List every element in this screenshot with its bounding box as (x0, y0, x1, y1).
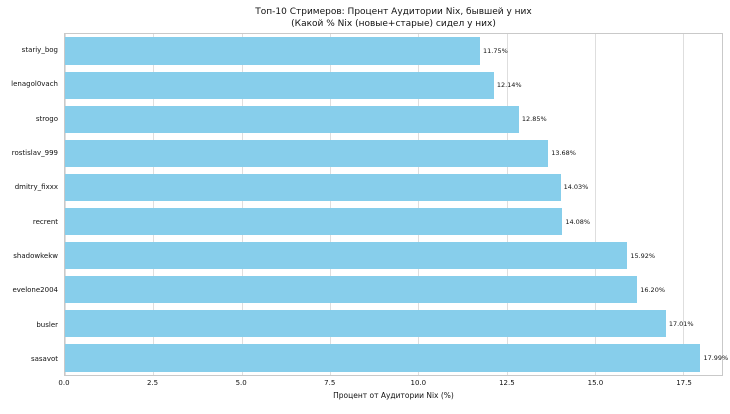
bar-strogo (65, 105, 519, 133)
x-tick-label: 0.0 (58, 379, 70, 387)
bar-value-label: 17.01% (668, 319, 694, 328)
bar-row: 17.99% (65, 341, 728, 375)
x-axis-label: Процент от Аудитории Nix (%) (333, 391, 454, 400)
bar-row: 14.03% (65, 170, 722, 204)
y-tick-label: sasavot (30, 354, 58, 363)
gridline (329, 34, 331, 375)
bar-value-label: 13.68% (551, 149, 576, 158)
x-axis-ticks: 0.0 2.5 5.0 7.5 10.0 12.5 15.0 17.5 (58, 379, 723, 389)
bar-series: 11.75% 12.14% 12.85% 13.68% 14.03% 14.08% 15.9… (65, 34, 728, 375)
gridline (241, 34, 243, 375)
y-tick-label: shadowkekw (13, 251, 58, 260)
gridlines (65, 34, 722, 375)
x-tick-label: 5.0 (235, 379, 247, 387)
bar-row: 17.01% (65, 307, 722, 341)
bar-busler (65, 310, 666, 338)
gridline (683, 34, 685, 375)
bar-stariy_bog (65, 37, 481, 65)
x-tick-label: 17.5 (676, 379, 692, 387)
bar-shadowkekw (65, 241, 628, 270)
x-tick-label: 2.5 (146, 379, 159, 387)
y-tick-label: stariy_bog (21, 46, 58, 55)
bar-value-label: 17.99% (703, 353, 729, 362)
y-tick-label: recrent (32, 217, 58, 226)
chart-subtitle: (Какой % Nix (новые+старые) сидел у них) (291, 19, 496, 29)
bar-evelone2004 (65, 276, 638, 304)
gridline (594, 34, 596, 375)
bar-lenagol0vach (65, 71, 494, 99)
x-tick-label: 12.5 (499, 379, 515, 387)
bar-dmitry_fixxx (65, 173, 561, 202)
x-tick-label: 15.0 (587, 379, 604, 387)
bar-recrent (65, 207, 563, 236)
bar-value-label: 11.75% (483, 47, 508, 56)
bar-sasavot (65, 344, 701, 372)
y-axis-labels: stariy_bog lenagol0vach strogo rostislav_99… (0, 33, 58, 376)
y-tick-label: rostislav_999 (11, 149, 58, 158)
y-tick-label: busler (36, 320, 58, 329)
gridline (153, 34, 155, 375)
x-tick-label: 10.0 (410, 379, 427, 387)
bar-value-label: 15.92% (630, 251, 656, 260)
bar-row: 13.68% (65, 136, 722, 170)
y-tick-label: lenagol0vach (11, 80, 58, 89)
bar-rostislav_999 (65, 139, 549, 167)
bar-row: 15.92% (65, 239, 722, 273)
bar-value-label: 14.03% (563, 183, 589, 192)
y-tick-label: evelone2004 (12, 286, 58, 295)
x-tick-label: 7.5 (324, 379, 336, 387)
chart-title: Топ-10 Стримеров: Процент Аудитории Nix,… (255, 7, 532, 17)
gridline (418, 34, 420, 375)
bar-value-label: 12.14% (496, 81, 522, 90)
gridline (65, 34, 66, 375)
bar-value-label: 16.20% (640, 285, 666, 294)
bar-row: 11.75% (65, 34, 722, 68)
plot-area: 11.75% 12.14% 12.85% 13.68% 14.03% 14.08% 15.9… (64, 33, 728, 376)
y-tick-label: strogo (35, 114, 58, 123)
bar-value-label: 12.85% (521, 115, 547, 124)
gridline (506, 34, 508, 375)
bar-row: 12.14% (65, 68, 722, 102)
y-tick-label: dmitry_fixxx (14, 183, 58, 192)
bar-value-label: 14.08% (565, 217, 591, 226)
bar-row: 16.20% (65, 273, 722, 307)
bar-row: 14.08% (65, 204, 722, 238)
bar-row: 12.85% (65, 102, 722, 136)
